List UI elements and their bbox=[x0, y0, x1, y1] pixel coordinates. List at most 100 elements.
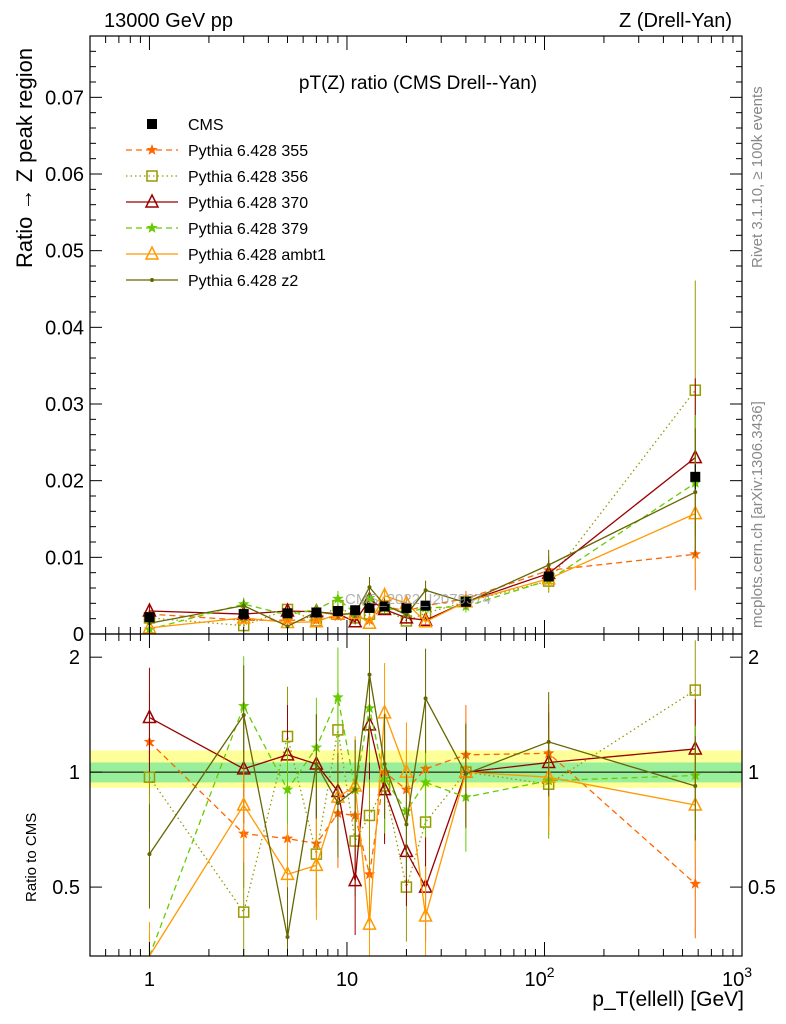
y-tick-label: 0.04 bbox=[45, 317, 84, 339]
y-tick-label: 0.05 bbox=[45, 241, 84, 263]
ratio-point bbox=[237, 906, 250, 918]
data-point bbox=[332, 592, 344, 604]
ratio-series-pythia-6-428-355 bbox=[143, 692, 701, 939]
ratio-point bbox=[418, 907, 433, 922]
data-point bbox=[693, 490, 698, 495]
rivet-label: Rivet 3.1.10, ≥ 100k events bbox=[749, 86, 766, 268]
series-pythia-6-428-370 bbox=[142, 378, 703, 628]
ratio-point bbox=[423, 696, 428, 701]
legend-entry: Pythia 6.428 ambt1 bbox=[126, 245, 326, 264]
ratio-point bbox=[363, 868, 376, 880]
ratio-series-pythia-6-428-z2 bbox=[147, 634, 698, 956]
ratio-point bbox=[147, 852, 152, 857]
data-point bbox=[460, 596, 471, 607]
energy-label: 13000 GeV pp bbox=[104, 10, 233, 32]
ratio-point bbox=[363, 809, 376, 822]
ratio-point bbox=[404, 822, 409, 827]
ratio-y-tick-label: 2 bbox=[69, 647, 80, 669]
data-point bbox=[309, 613, 324, 628]
ratio-point bbox=[546, 739, 551, 744]
legend-label: Pythia 6.428 370 bbox=[188, 195, 308, 212]
legend-entry: Pythia 6.428 z2 bbox=[126, 273, 298, 290]
data-point bbox=[238, 609, 249, 620]
y-tick-label: 0.03 bbox=[45, 394, 84, 416]
chart-title: pT(Z) ratio (CMS Drell--Yan) bbox=[299, 73, 537, 94]
ratio-plot: 0.5 0.5 1 1 2 2 1 10 102 103 bbox=[52, 633, 776, 991]
data-point bbox=[543, 571, 554, 582]
ratio-point bbox=[353, 787, 358, 792]
ratio-point bbox=[143, 771, 156, 783]
data-point bbox=[282, 608, 293, 619]
ratio-y-axis-label: Ratio to CMS bbox=[23, 813, 40, 902]
main-plot: 0 0.01 0.02 0.03 0.04 0.05 0.06 0.07 pT(Z) ratio… bbox=[45, 35, 743, 646]
legend-label: CMS bbox=[188, 117, 224, 134]
ratio-line bbox=[148, 712, 696, 957]
watermark: CMS_2022_I2079374 bbox=[345, 591, 491, 608]
data-point bbox=[285, 624, 290, 629]
legend-marker bbox=[146, 170, 158, 182]
legend-entry: CMS bbox=[147, 117, 224, 134]
ratio-point bbox=[347, 871, 363, 887]
series-pythia-6-428-356 bbox=[143, 280, 702, 632]
legend-marker bbox=[144, 193, 160, 208]
ratio-series-pythia-6-428-356 bbox=[143, 640, 702, 956]
ratio-point bbox=[314, 762, 319, 767]
x-tick-label: 1 bbox=[144, 969, 155, 991]
y-tick-label: 0.01 bbox=[45, 547, 84, 569]
ratio-y-tick-label-right: 0.5 bbox=[748, 877, 776, 899]
data-point bbox=[350, 605, 361, 616]
data-point bbox=[362, 614, 377, 630]
legend-label: Pythia 6.428 ambt1 bbox=[188, 247, 326, 264]
data-point bbox=[423, 588, 428, 593]
legend-entry: Pythia 6.428 356 bbox=[126, 169, 308, 186]
legend-marker bbox=[144, 245, 160, 260]
legend-label: Pythia 6.428 379 bbox=[188, 221, 308, 238]
data-point bbox=[690, 471, 701, 482]
y-tick-label: 0.02 bbox=[45, 471, 84, 493]
ratio-y-tick-label-right: 2 bbox=[748, 647, 759, 669]
legend-marker bbox=[150, 278, 154, 282]
ratio-point bbox=[463, 771, 468, 776]
ratio-line bbox=[149, 716, 696, 889]
data-point bbox=[401, 602, 412, 613]
ratio-point bbox=[382, 762, 387, 767]
main-y-axis-label: Ratio → Z peak region bbox=[12, 48, 37, 268]
legend-label: Pythia 6.428 355 bbox=[188, 143, 308, 160]
ratio-point bbox=[309, 856, 324, 872]
series-line bbox=[149, 513, 696, 629]
legend-marker bbox=[146, 222, 158, 233]
ratio-series-pythia-6-428-370 bbox=[142, 667, 703, 942]
data-point bbox=[420, 600, 431, 611]
legend-label: Pythia 6.428 z2 bbox=[188, 273, 298, 290]
data-point bbox=[418, 613, 433, 628]
legend-entry: Pythia 6.428 379 bbox=[126, 221, 308, 238]
legend-label: Pythia 6.428 356 bbox=[188, 169, 308, 186]
ratio-point bbox=[419, 776, 432, 788]
ratio-point bbox=[689, 684, 702, 696]
legend: CMS Pythia 6.428 355 Pythia 6.428 356 Pythi… bbox=[126, 117, 326, 290]
y-tick-label: 0 bbox=[73, 624, 84, 646]
x-axis-label: p_T(ellell) [GeV] bbox=[592, 988, 744, 1011]
ratio-y-tick-label-right: 1 bbox=[748, 762, 759, 784]
data-point bbox=[367, 585, 372, 590]
data-point bbox=[347, 613, 363, 628]
data-point bbox=[281, 614, 294, 626]
ratio-line bbox=[148, 674, 696, 938]
ratio-point bbox=[280, 865, 295, 881]
ratio-frame bbox=[89, 633, 743, 957]
x-tick-label: 103 bbox=[722, 964, 752, 991]
data-point bbox=[379, 601, 390, 612]
ratio-point bbox=[285, 935, 290, 940]
x-tick-label: 10 bbox=[336, 969, 358, 991]
data-point bbox=[144, 612, 155, 623]
mcplots-label: mcplots.cern.ch [arXiv:1306.3436] bbox=[749, 401, 766, 628]
data-point bbox=[364, 602, 375, 613]
ratio-point bbox=[367, 672, 372, 677]
legend-marker bbox=[146, 144, 158, 155]
ratio-point bbox=[332, 691, 344, 703]
ratio-point bbox=[689, 877, 701, 889]
ratio-point bbox=[142, 708, 157, 724]
y-tick-label: 0.06 bbox=[45, 164, 84, 186]
ratio-y-tick-label: 0.5 bbox=[52, 877, 80, 899]
